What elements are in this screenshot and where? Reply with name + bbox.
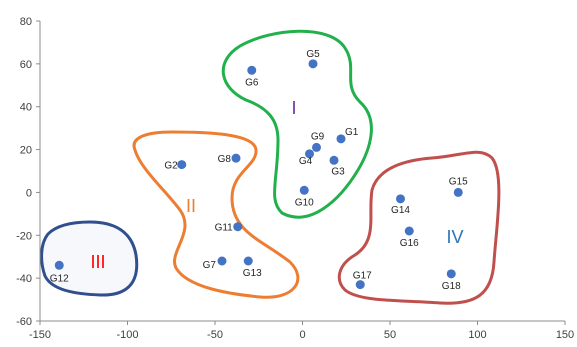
x-tick-label: -150 (29, 329, 51, 341)
point-g3 (329, 155, 339, 165)
point-label-g1: G1 (345, 127, 359, 138)
point-g4 (305, 149, 314, 159)
point-label-g6: G6 (245, 77, 259, 88)
y-tick-label: -40 (16, 273, 32, 285)
point-g2 (177, 160, 187, 170)
group-label-ii: II (186, 196, 196, 216)
point-g6 (247, 65, 257, 75)
point-g14 (396, 194, 405, 204)
point-label-g7: G7 (203, 260, 217, 271)
point-g16 (404, 226, 414, 236)
point-label-g2: G2 (164, 161, 178, 172)
point-label-g3: G3 (331, 166, 345, 177)
point-label-g9: G9 (311, 131, 325, 142)
group-region-III (40, 220, 139, 297)
point-label-g4: G4 (299, 156, 313, 167)
group-label-iii: III (90, 252, 105, 272)
point-g13 (243, 256, 253, 266)
point-label-g17: G17 (353, 271, 372, 282)
y-tick-label: -60 (16, 316, 32, 328)
point-g10 (299, 185, 309, 195)
point-label-g12: G12 (50, 273, 69, 284)
point-g18 (446, 269, 456, 279)
point-label-g18: G18 (442, 281, 461, 292)
point-label-g8: G8 (218, 154, 232, 165)
x-tick-label: 100 (468, 329, 486, 341)
y-tick-label: 0 (26, 187, 32, 199)
point-g17 (355, 280, 365, 290)
y-tick-label: 80 (20, 16, 32, 28)
data-points (54, 59, 463, 290)
point-g9 (312, 142, 321, 152)
point-g12 (54, 260, 64, 270)
point-g8 (231, 153, 241, 163)
point-labels: G1 G2 G3 G4 G5 G6 G7 G8 G9 G10 G11 G12 G13 G14 G15 G16 G… (50, 49, 468, 292)
y-tick-label: 60 (20, 59, 32, 71)
point-g11 (233, 222, 243, 232)
x-tick-label: 0 (299, 329, 305, 341)
point-label-g14: G14 (391, 205, 410, 216)
y-tick-label: 20 (20, 145, 32, 157)
point-label-g10: G10 (295, 197, 314, 208)
point-g7 (217, 256, 227, 266)
group-label-iv: IV (446, 227, 463, 247)
group-region-IV (337, 150, 501, 305)
point-g15 (453, 187, 463, 197)
x-tick-labels: -150 -100 -50 0 50 100 150 (29, 321, 574, 341)
y-tick-labels: -60 -40 -20 0 20 40 60 80 (16, 16, 40, 328)
point-label-g16: G16 (400, 238, 419, 249)
point-label-g5: G5 (306, 49, 320, 60)
point-g5 (308, 59, 318, 69)
point-label-g13: G13 (243, 268, 262, 279)
y-tick-label: 40 (20, 102, 32, 114)
point-label-g15: G15 (449, 176, 468, 187)
point-label-g11: G11 (215, 223, 234, 234)
x-tick-label: -50 (207, 329, 223, 341)
y-tick-label: -20 (16, 230, 32, 242)
group-region-II (132, 130, 300, 299)
point-g1 (336, 134, 346, 144)
x-tick-label: -100 (116, 329, 138, 341)
group-region-I (221, 29, 373, 219)
group-label-i: I (291, 98, 296, 118)
x-tick-label: 50 (384, 329, 396, 341)
x-tick-label: 150 (556, 329, 574, 341)
group-regions (40, 29, 501, 305)
